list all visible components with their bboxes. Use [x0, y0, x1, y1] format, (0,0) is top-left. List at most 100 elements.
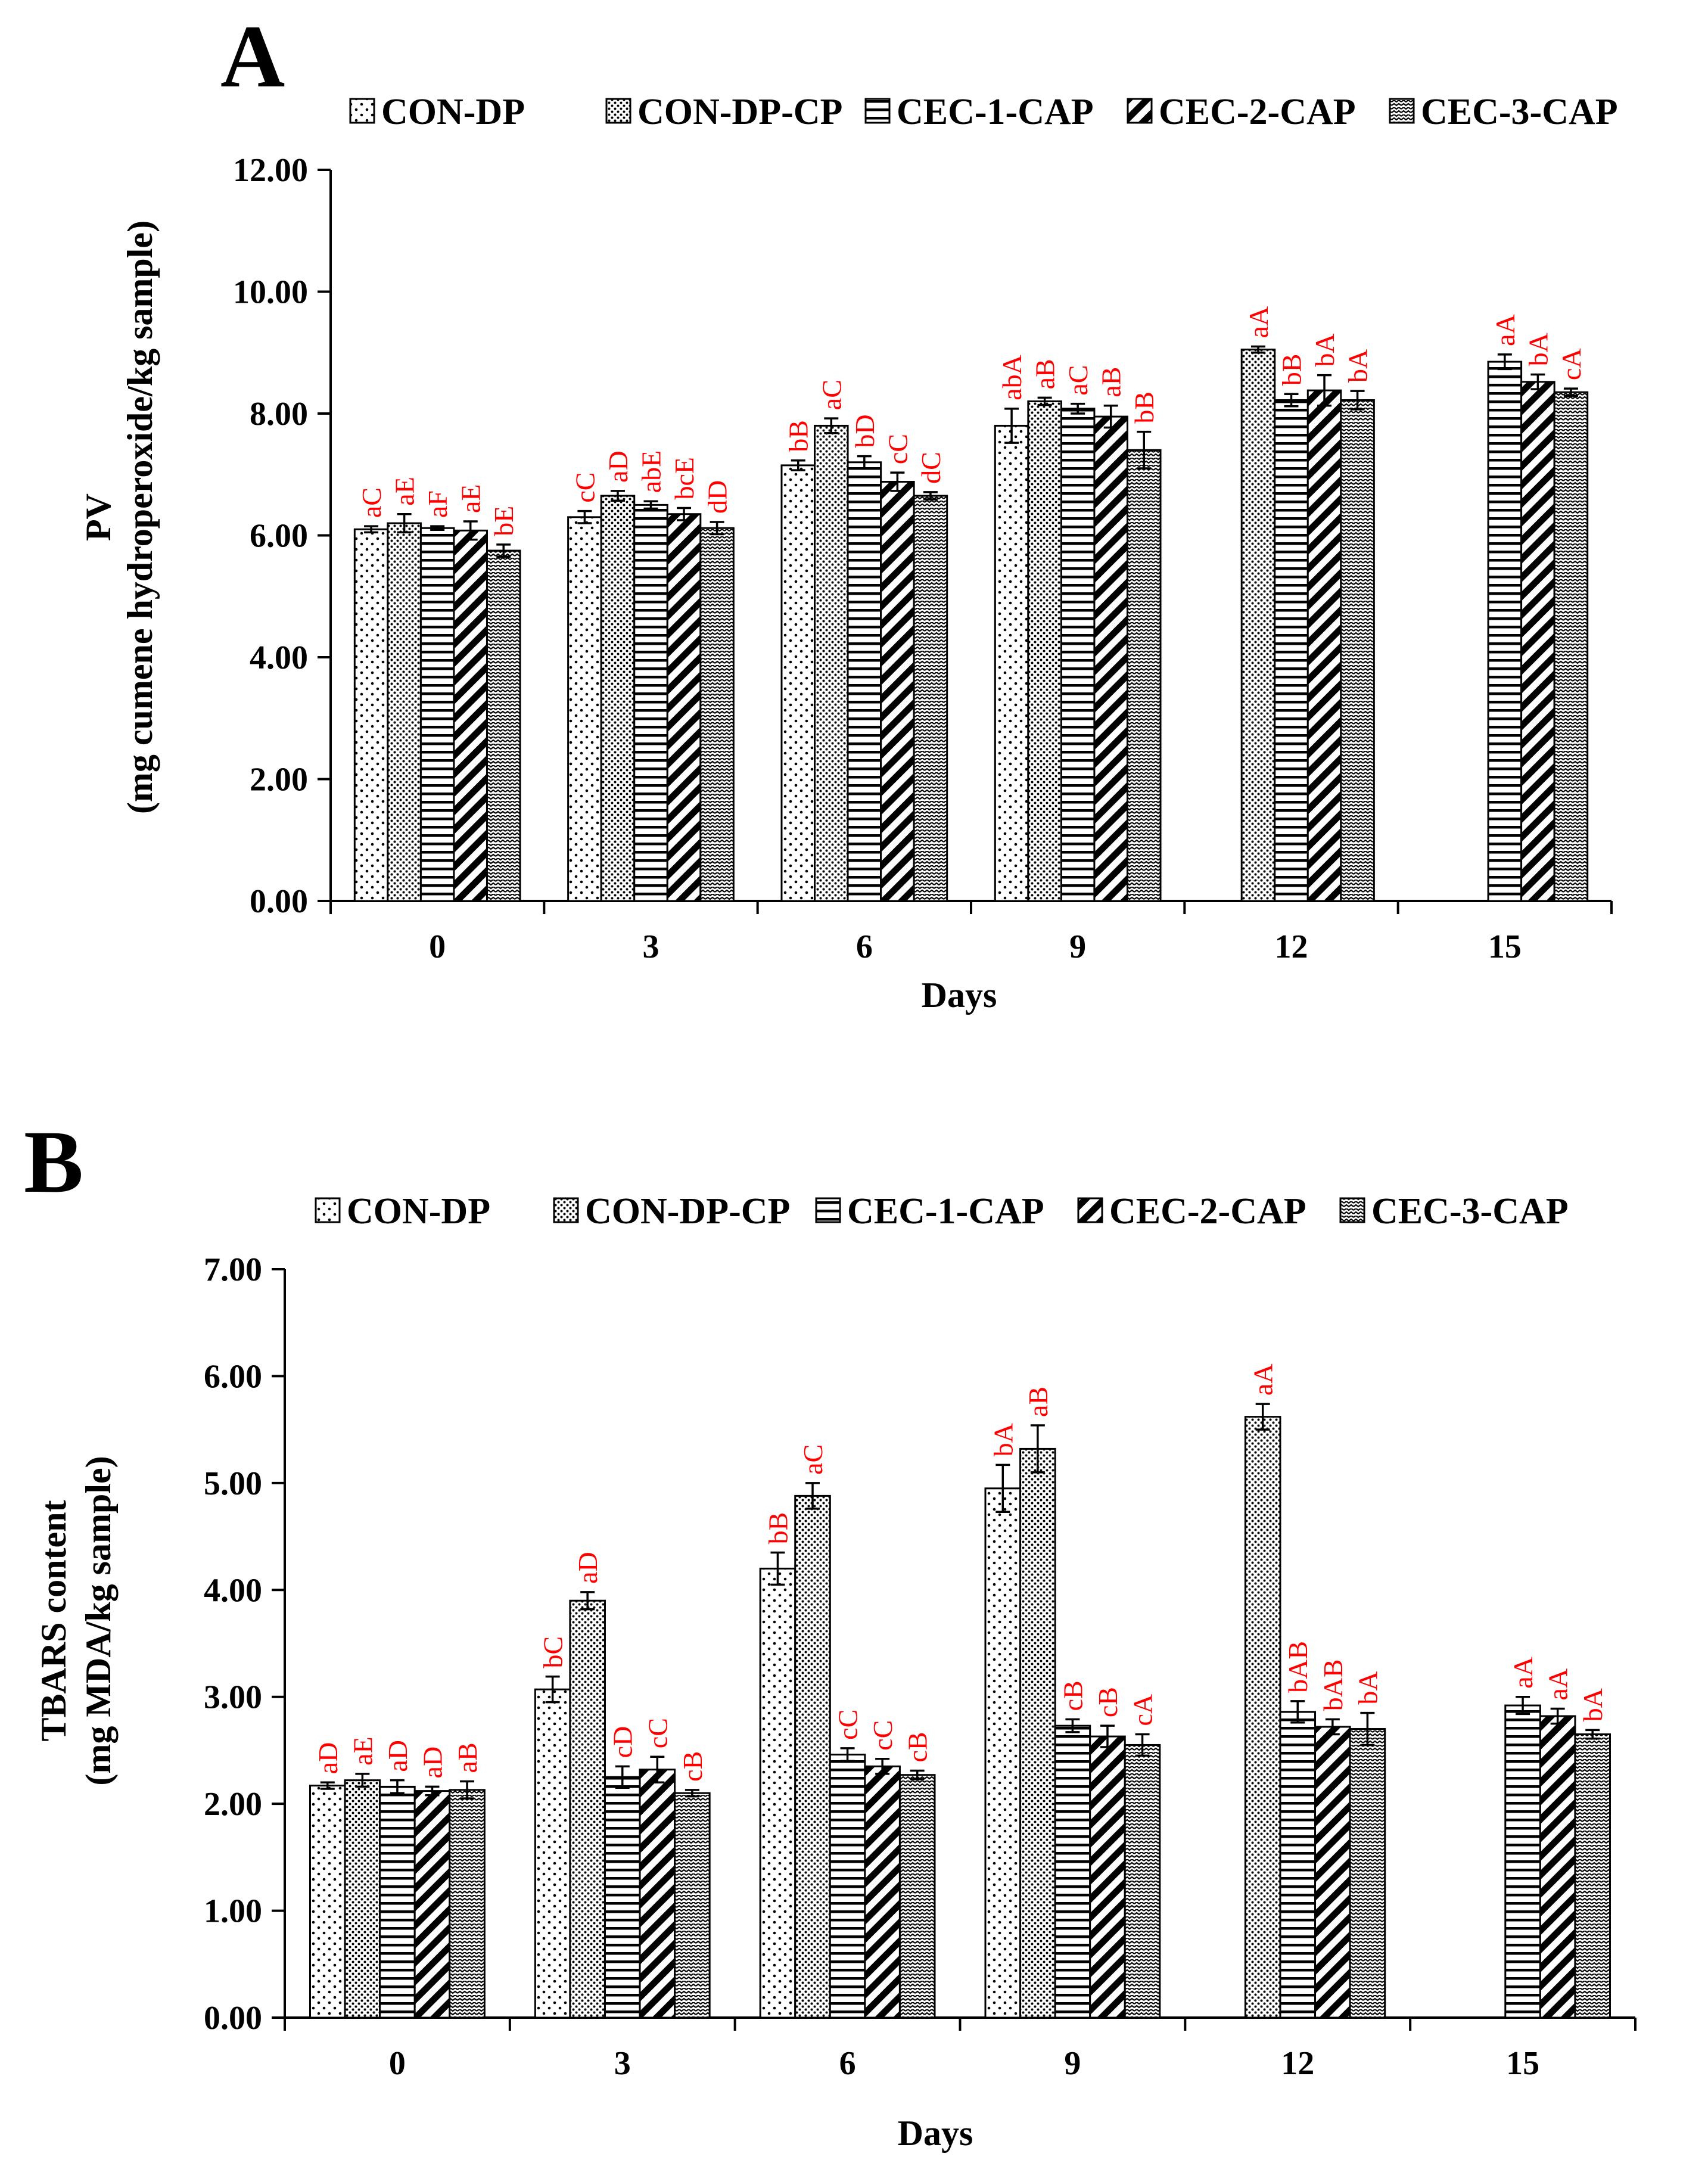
- panel-b-letter: B: [24, 1112, 83, 1211]
- legend-swatch: [815, 1197, 841, 1223]
- bar: [453, 529, 488, 902]
- y-tick-label: 4.00: [250, 639, 308, 676]
- panel-b-y-axis-title-line2: (mg MDA/kg sample): [79, 1456, 118, 1785]
- panel-b-marks: 0.00 1.00 2.00 3.00 4.00 5.00 6.00 7.00 0 3 6 9 12 15…: [204, 1251, 1637, 2082]
- bar: [1126, 449, 1162, 902]
- panel-a-marks: 0.00 2.00 4.00 6.00 8.00 10.00 12.00 0 3 6 9 12 15 aC…: [233, 152, 1613, 965]
- legend-swatch: [553, 1197, 579, 1223]
- y-tick-label: 6.00: [204, 1358, 262, 1395]
- legend-swatch: [864, 98, 891, 124]
- panel-b-y-axis-title-line1: TBARS content: [34, 1500, 73, 1741]
- bar: [880, 481, 915, 902]
- significance-label: cB: [1057, 1680, 1088, 1711]
- bar: [1314, 1726, 1351, 2019]
- significance-label: aF: [422, 490, 453, 518]
- significance-label: aC: [1063, 365, 1093, 396]
- legend-label: CON-DP: [347, 1191, 490, 1232]
- bar: [794, 1494, 831, 2019]
- significance-label: aB: [1096, 367, 1127, 397]
- bar: [1539, 1715, 1576, 2019]
- bar: [1054, 1724, 1091, 2019]
- legend-label: CEC-2-CAP: [1159, 92, 1356, 132]
- legend-swatch: [349, 98, 375, 124]
- bar: [1274, 399, 1309, 902]
- significance-label: cC: [833, 1710, 863, 1740]
- significance-label: aC: [816, 380, 847, 410]
- panel-a-legend: CON-DP CON-DP-CP CEC-1-CAP CEC-2-CAP CEC-3-C…: [349, 92, 1618, 132]
- x-tick-label: 9: [1064, 2045, 1081, 2082]
- significance-label: aD: [417, 1747, 447, 1779]
- y-tick-label: 0.00: [204, 2000, 262, 2037]
- y-tick-label: 6.00: [250, 518, 308, 555]
- x-tick-label: 0: [429, 928, 446, 965]
- significance-label: bA: [1352, 1671, 1383, 1704]
- significance-label: bD: [850, 414, 880, 448]
- x-tick-label: 6: [856, 928, 873, 965]
- legend-swatch: [605, 98, 631, 124]
- bar: [1124, 1744, 1161, 2019]
- bar: [1019, 1447, 1056, 2019]
- bar: [1574, 1733, 1611, 2019]
- bar: [1093, 415, 1128, 902]
- legend-label: CEC-1-CAP: [847, 1191, 1044, 1232]
- legend-label: CON-DP-CP: [585, 1191, 790, 1232]
- bar: [353, 528, 389, 902]
- significance-label: aA: [1508, 1657, 1538, 1689]
- panel-a-x-axis-title: Days: [922, 975, 997, 1015]
- significance-label: abE: [636, 450, 667, 493]
- significance-label: aA: [1543, 1668, 1573, 1701]
- y-tick-label: 3.00: [204, 1679, 262, 1716]
- legend-label: CON-DP-CP: [637, 92, 842, 132]
- panel-a-letter: A: [220, 7, 285, 106]
- bar: [569, 1599, 606, 2019]
- legend-label: CEC-3-CAP: [1371, 1191, 1569, 1232]
- panel-b-chart: B CON-DP CON-DP-CP CEC-1-CAP CEC-2-CAP CEC-3…: [24, 1112, 1637, 2153]
- significance-label: aB: [1023, 1387, 1053, 1417]
- bar: [486, 549, 521, 902]
- panel-a-y-axis-title-line2: (mg cumene hydroperoxide/kg sample): [120, 220, 160, 814]
- significance-label: cC: [570, 472, 600, 502]
- significance-label: aC: [356, 487, 387, 518]
- bar: [666, 513, 702, 902]
- y-tick-label: 2.00: [250, 762, 308, 798]
- legend-swatch: [1389, 98, 1415, 124]
- significance-label: aD: [603, 450, 633, 483]
- significance-label: bA: [988, 1423, 1018, 1456]
- significance-label: bB: [783, 420, 814, 452]
- significance-label: bA: [1578, 1688, 1608, 1721]
- bar: [309, 1785, 346, 2019]
- significance-label: cC: [882, 434, 913, 464]
- bar: [1520, 381, 1555, 902]
- legend-swatch: [315, 1197, 341, 1223]
- y-tick-label: 10.00: [233, 274, 308, 311]
- x-tick-label: 12: [1281, 2045, 1314, 2082]
- bar: [449, 1789, 486, 2019]
- significance-label: aE: [347, 1736, 378, 1766]
- significance-label: aD: [382, 1740, 413, 1772]
- significance-label: cB: [1093, 1687, 1123, 1717]
- x-tick-label: 9: [1069, 928, 1086, 965]
- legend-swatch: [1127, 98, 1153, 124]
- bar: [419, 527, 455, 902]
- bar: [1279, 1711, 1317, 2019]
- panel-a-chart: A CON-DP CON-DP-CP CEC-1-CAP CEC-2-CAP CEC-3…: [79, 7, 1618, 1015]
- significance-label: cC: [642, 1718, 673, 1748]
- bar: [814, 424, 849, 902]
- x-tick-label: 3: [614, 2045, 631, 2082]
- y-tick-label: 0.00: [250, 883, 308, 920]
- significance-label: bB: [1277, 354, 1307, 386]
- y-tick-label: 5.00: [204, 1465, 262, 1502]
- legend-label: CEC-1-CAP: [897, 92, 1094, 132]
- x-tick-label: 12: [1275, 928, 1308, 965]
- significance-label: aE: [456, 484, 486, 513]
- bar: [1553, 391, 1589, 902]
- significance-label: cB: [677, 1751, 708, 1782]
- bar: [1240, 349, 1276, 902]
- bar: [913, 495, 948, 902]
- bar: [1060, 408, 1096, 902]
- significance-label: aD: [313, 1742, 343, 1775]
- significance-label: aA: [1243, 306, 1274, 338]
- legend-label: CEC-2-CAP: [1109, 1191, 1306, 1232]
- bar: [699, 527, 735, 902]
- panel-b-x-axis-title: Days: [898, 2114, 973, 2153]
